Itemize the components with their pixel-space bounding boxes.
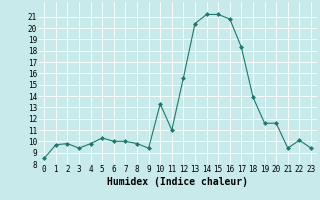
X-axis label: Humidex (Indice chaleur): Humidex (Indice chaleur) <box>107 177 248 187</box>
